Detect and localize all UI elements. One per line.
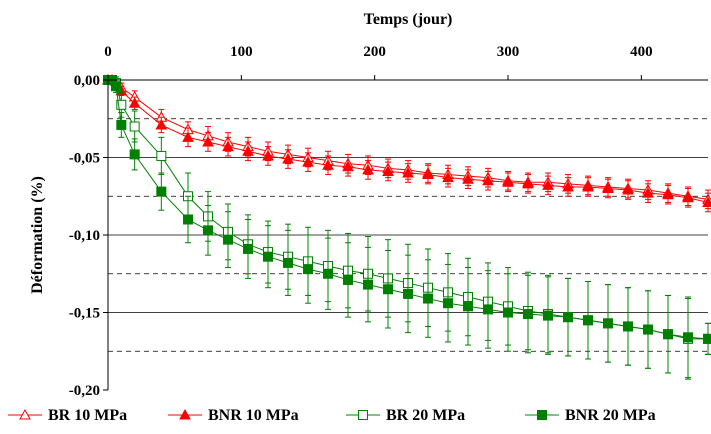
data-point [322, 159, 334, 170]
x-tick-label: 200 [363, 44, 386, 60]
legend-label: BR 20 MPa [386, 407, 465, 424]
series-3 [103, 75, 711, 379]
data-point [502, 176, 514, 187]
data-point [155, 118, 168, 130]
data-point [522, 177, 534, 189]
legend-label: BNR 10 MPa [208, 407, 299, 424]
data-point [523, 309, 533, 320]
x-tick-label: 300 [497, 44, 520, 60]
x-ticks: 0 100 200 300 400 [104, 44, 653, 80]
data-point [262, 149, 274, 161]
x-axis-title: Temps (jour) [364, 11, 453, 28]
data-point [442, 171, 454, 183]
data-point [682, 191, 694, 203]
data-point [422, 168, 434, 180]
data-point [582, 180, 594, 192]
data-point [402, 166, 414, 178]
legend-swatch-marker [179, 408, 191, 420]
data-point [222, 140, 234, 152]
data-point [129, 149, 140, 160]
data-point [382, 165, 394, 176]
data-point [562, 180, 574, 192]
data-point [662, 188, 674, 200]
legend-item-3: BNR 20 MPa [525, 407, 656, 424]
data-point [203, 225, 213, 236]
y-ticks: 0,00 -0,05 -0,10 -0,15 -0,20 [69, 73, 108, 399]
data-point [663, 329, 673, 340]
y-tick-label: 0,00 [74, 73, 100, 89]
data-point [342, 160, 354, 172]
data-point [156, 150, 167, 161]
data-point [423, 293, 433, 304]
data-point [263, 251, 273, 262]
data-point [623, 321, 633, 332]
data-point [483, 304, 493, 315]
data-point [242, 145, 254, 156]
x-tick-label: 0 [104, 44, 112, 60]
data-point [503, 307, 513, 318]
data-point [223, 234, 233, 245]
data-point [583, 315, 593, 326]
x-tick-label: 400 [630, 44, 653, 60]
data-point [622, 184, 634, 195]
legend-item-2: BR 20 MPa [346, 407, 465, 424]
y-tick-label: -0,20 [69, 383, 100, 399]
data-point [343, 274, 353, 285]
y-tick-label: -0,10 [69, 228, 100, 244]
legend-label: BR 10 MPa [48, 407, 127, 424]
legend-item-1: BNR 10 MPa [168, 407, 299, 424]
data-point [111, 81, 121, 92]
data-point [463, 301, 473, 312]
data-point [156, 186, 167, 197]
series-layer [102, 73, 711, 380]
data-point [202, 135, 214, 147]
y-axis-title: Déformation (%) [29, 176, 46, 294]
data-point [703, 333, 711, 344]
data-point [443, 298, 453, 309]
x-tick-label: 100 [230, 44, 253, 60]
data-point [362, 163, 374, 175]
data-point [383, 284, 393, 295]
data-point [603, 318, 613, 329]
data-point [116, 119, 127, 130]
data-point [303, 264, 313, 275]
data-point [403, 288, 413, 299]
data-point [462, 173, 474, 184]
data-point [129, 121, 140, 132]
legend-label: BNR 20 MPa [565, 407, 656, 424]
y-tick-label: -0,05 [69, 151, 100, 167]
data-point [116, 99, 127, 110]
data-point [243, 243, 253, 254]
data-point [683, 332, 693, 343]
legend-swatch-marker [537, 410, 547, 420]
data-point [323, 268, 333, 279]
data-point [302, 156, 314, 167]
data-point [128, 97, 141, 108]
legend: BR 10 MPa BNR 10 MPa BR 20 MPa BNR 20 MPa [8, 407, 656, 424]
data-point [183, 214, 193, 225]
data-point [642, 187, 654, 198]
data-point [543, 310, 553, 321]
legend-item-0: BR 10 MPa [8, 407, 127, 424]
data-point [363, 279, 373, 290]
data-point [643, 324, 653, 335]
data-point [282, 153, 294, 164]
data-point [602, 182, 614, 193]
data-point [563, 312, 573, 323]
legend-swatch-marker [19, 408, 31, 420]
data-point [482, 174, 494, 186]
data-point [283, 257, 293, 268]
y-tick-label: -0,15 [69, 306, 100, 322]
legend-swatch-marker [358, 410, 368, 420]
data-point [542, 179, 554, 190]
data-point [182, 131, 194, 142]
